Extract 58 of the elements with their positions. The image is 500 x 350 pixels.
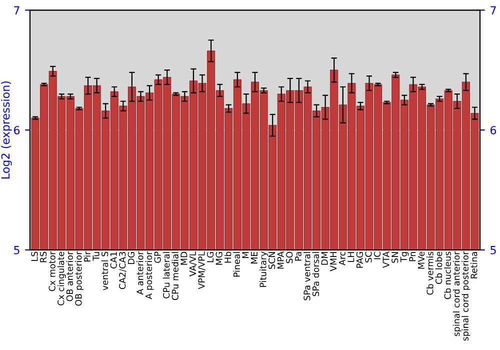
x-tick-label: spinal cord anterior	[452, 251, 462, 336]
y-tick-label: 6	[14, 126, 20, 134]
x-tick-label: ME	[251, 252, 258, 264]
x-tick-label: LS	[31, 252, 38, 261]
x-tick-label: VPM/VPL	[198, 251, 206, 290]
x-tick-label: Cb nucleus	[444, 252, 451, 300]
x-tick-label: DG	[128, 252, 134, 264]
x-tick-label: Cb lobe	[435, 252, 442, 284]
x-tick-label: CA1	[110, 252, 117, 268]
x-tick-label: Cx cingulate	[57, 252, 66, 306]
y-tick-label: 7	[14, 6, 20, 14]
x-tick-label: Retina	[470, 252, 478, 278]
x-tick-label: LH	[348, 252, 354, 262]
x-tick-label: Pn	[409, 252, 416, 262]
x-tick-label: SO	[286, 252, 293, 264]
x-tick-label: Tu	[92, 252, 100, 261]
x-tick-label: Tg	[400, 252, 409, 262]
x-tick-label: M	[242, 252, 249, 258]
x-tick-label: CA2/CA3	[119, 252, 126, 290]
x-tick-label: Pa	[294, 252, 302, 261]
x-tick-label: VMH	[330, 252, 337, 272]
x-tick-label: SPa dorsal	[312, 252, 320, 296]
x-tick-label: GP	[154, 252, 161, 263]
y2-tick-label: 7	[490, 6, 496, 14]
x-tick-label: LG	[206, 252, 214, 262]
x-tick-label: A posterior	[145, 251, 154, 300]
x-tick-label: IC	[374, 252, 381, 260]
x-tick-label: MG	[216, 252, 222, 265]
x-tick-label: OB anterior	[66, 251, 73, 302]
x-tick-label: Pineal	[233, 252, 240, 277]
x-tick-label: SCN	[268, 252, 276, 269]
x-tick-label: RS	[40, 252, 47, 262]
x-tick-label: PAG	[356, 252, 364, 268]
x-tick-label: SC	[365, 252, 372, 262]
y2-tick-label: 6	[490, 126, 496, 134]
x-tick-label: ventral S	[101, 252, 108, 290]
x-tick-label: Pituitary	[260, 252, 268, 287]
y2-tick-label: 5	[490, 246, 496, 254]
x-tick-label: OB posterior	[74, 251, 84, 306]
x-tick-label: A anterior	[136, 251, 144, 295]
x-tick-label: CPu medial	[172, 252, 178, 300]
x-tick-label: MVe	[418, 252, 425, 269]
x-tick-label: Hb	[224, 252, 232, 263]
x-tick-label: VTA	[382, 251, 390, 268]
x-tick-label: VA/VL	[190, 251, 197, 276]
x-tick-label: CPu lateral	[162, 252, 170, 298]
x-tick-label: MPA	[277, 251, 284, 269]
y-axis-title: Log2 (expression)	[1, 81, 12, 178]
x-tick-label: SN	[392, 252, 398, 263]
x-tick-label: spinal cord posterior	[462, 251, 470, 341]
x-tick-label: Cb vermis	[426, 252, 434, 295]
x-tick-label: Arc	[338, 252, 346, 266]
x-tick-label: SPa ventral	[304, 252, 310, 300]
x-tick-label: DM	[321, 252, 328, 265]
x-tick-label: Pir	[84, 251, 90, 262]
x-tick-label: MD	[180, 252, 188, 265]
y-tick-label: 5	[14, 246, 20, 254]
x-tick-label: Cx motor	[48, 251, 56, 292]
